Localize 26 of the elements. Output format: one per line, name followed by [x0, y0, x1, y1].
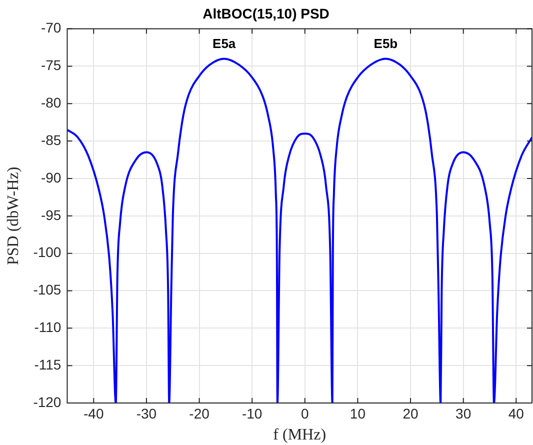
- y-tick-label: -90: [40, 169, 62, 186]
- y-tick-label: -115: [34, 356, 62, 372]
- y-tick-label: -105: [33, 282, 62, 298]
- x-tick-label: 0: [300, 405, 309, 422]
- x-tick-label: 10: [350, 405, 366, 422]
- x-tick-label: -10: [242, 405, 262, 422]
- y-tick-label: -120: [33, 394, 62, 410]
- x-tick-label: -20: [189, 405, 210, 422]
- annotation: E5b: [374, 36, 398, 51]
- x-tick-label: 40: [508, 405, 524, 422]
- x-tick-label: 20: [402, 405, 419, 422]
- line-series: [67, 58, 532, 403]
- y-tick-label: -110: [34, 319, 62, 336]
- y-tick-label: -100: [33, 244, 62, 260]
- x-tick-label: -40: [84, 405, 104, 422]
- annotation: E5a: [212, 36, 236, 51]
- y-tick-label: -80: [40, 94, 62, 110]
- y-axis-title: PSD (dbW-Hz): [4, 166, 22, 266]
- y-tick-label: -75: [40, 57, 62, 74]
- x-tick-label: 30: [456, 405, 472, 422]
- x-axis-title: f (MHz): [273, 426, 326, 444]
- y-tick-label: -70: [40, 20, 62, 36]
- chart-title: AltBOC(15,10) PSD: [202, 5, 330, 22]
- y-tick-label: -85: [40, 132, 62, 148]
- y-tick-label: -95: [40, 206, 62, 223]
- x-tick-label: -30: [136, 405, 157, 422]
